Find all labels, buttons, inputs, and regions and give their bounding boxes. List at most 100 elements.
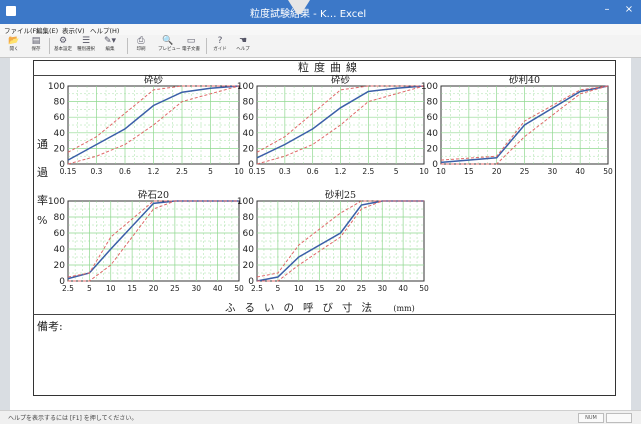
tick-label-x: 0.3: [91, 167, 103, 176]
tick-label-x: 0.15: [60, 167, 77, 176]
print-icon: ⎙: [137, 36, 145, 46]
tick-label-x: 10: [294, 284, 304, 293]
tick-label-y: 60: [54, 113, 66, 123]
menu-edit[interactable]: 編集(E): [36, 27, 59, 35]
tick-label-x: 5: [87, 284, 92, 293]
chart-panel: 0 20 40 60 80 100 0.15 0.3 0.6 1.2 2.5 5 10 砕砂: [48, 74, 244, 176]
menu-view[interactable]: 表示(V): [62, 27, 85, 35]
edit-icon: ✎▾: [103, 36, 117, 46]
tick-label-y: 80: [54, 98, 66, 108]
menu-help[interactable]: ヘルプ(H): [90, 27, 120, 35]
status-bar: ヘルプを表示するには [F1] を押してください。 NUM: [0, 410, 641, 424]
limit-line-upper: [256, 200, 424, 278]
chart-panel: 0 20 40 60 80 100 2.5 5 10 15 20 25 30 40 50 砂利25: [237, 189, 429, 293]
tick-label-y: 100: [421, 82, 438, 92]
chart-title: 砂利40: [509, 74, 540, 86]
limit-line-upper: [440, 85, 609, 161]
tick-label-x: 1.2: [148, 167, 160, 176]
toolbar-document-button[interactable]: ▭ 電子文書: [181, 36, 201, 56]
tick-label-x: 25: [170, 284, 180, 293]
toolbar-label: 電子文書: [182, 47, 200, 52]
tick-label-x: 10: [234, 167, 244, 176]
sheet-title: 粒度曲線: [298, 61, 362, 74]
toolbar-settings-button[interactable]: ⚙ 基本設定: [53, 36, 73, 56]
minimize-button[interactable]: –: [604, 4, 610, 15]
tick-label-x: 0.15: [249, 167, 266, 176]
toolbar-guide-button[interactable]: ? ガイド: [210, 36, 230, 56]
chart-panel: 0 20 40 60 80 100 10 15 20 25 30 40 50 砂利40: [421, 74, 613, 176]
close-button[interactable]: ×: [624, 4, 634, 15]
title-bar: 粒度試験結果 - K… Excel – ×: [0, 0, 641, 24]
toolbar-print-button[interactable]: ⎙ 印刷: [131, 36, 151, 56]
toolbar-open-button[interactable]: 📂 開く: [4, 36, 24, 56]
limit-line-lower: [257, 200, 424, 282]
tick-label-y: 0: [432, 160, 438, 170]
save-icon: ▤: [31, 36, 41, 46]
tick-label-x: 2.5: [362, 167, 374, 176]
tick-label-x: 25: [520, 167, 530, 176]
tick-label-x: 20: [336, 284, 346, 293]
menu-file[interactable]: ファイル(F): [4, 27, 39, 35]
toolbar-label: 編集: [105, 47, 115, 52]
tick-label-x: 15: [464, 167, 474, 176]
tick-label-x: 0.3: [279, 167, 291, 176]
help-icon: ☚: [238, 36, 248, 46]
toolbar-label: 開く: [9, 47, 19, 52]
tick-label-y: 0: [248, 160, 254, 170]
tick-label-x: 30: [548, 167, 558, 176]
guide-icon: ?: [217, 36, 223, 46]
chart-title: 砕砂: [331, 74, 351, 86]
tick-label-x: 5: [208, 167, 213, 176]
window-title: 粒度試験結果 - K… Excel: [250, 9, 367, 20]
tick-label-x: 50: [603, 167, 613, 176]
grading-curve: [440, 85, 609, 164]
open-icon: 📂: [8, 36, 20, 46]
chart-title: 砕石20: [138, 189, 169, 201]
tick-label-x: 2.5: [176, 167, 188, 176]
chart-panel: 0 20 40 60 80 100 2.5 5 10 15 20 25 30 40 50 砕石20: [48, 189, 244, 293]
grading-curve: [67, 85, 240, 161]
app-icon: [6, 6, 16, 16]
select-icon: ☰: [81, 36, 91, 46]
toolbar-label: 種別選択: [77, 47, 95, 52]
grading-curve: [256, 85, 425, 159]
toolbar-label: ヘルプ: [236, 47, 250, 52]
toolbar-help-button[interactable]: ☚ ヘルプ: [233, 36, 253, 56]
toolbar-save-button[interactable]: ▤ 保存: [26, 36, 46, 56]
title-divider: [33, 75, 616, 76]
tick-label-y: 20: [243, 144, 255, 154]
tick-label-y: 60: [54, 229, 66, 239]
tick-label-x: 10: [106, 284, 116, 293]
tick-label-x: 50: [419, 284, 429, 293]
ylabel-char: 通: [37, 138, 48, 151]
limit-line-lower: [68, 200, 239, 282]
report-sheet: 粒度曲線 通 過 率 % 0 20 40 60 80 100 0.15 0.3 0.6 1.2 2.…: [10, 58, 631, 410]
xaxis-title-text: ふるいの呼び寸法: [225, 302, 381, 314]
tick-label-x: 0.6: [307, 167, 319, 176]
tick-label-y: 20: [54, 144, 66, 154]
tick-label-y: 40: [54, 245, 66, 255]
tick-label-y: 40: [243, 129, 255, 139]
tick-label-x: 30: [191, 284, 201, 293]
tick-label-x: 15: [127, 284, 137, 293]
tick-label-x: 10: [436, 167, 446, 176]
tick-label-x: 30: [377, 284, 387, 293]
toolbar-select-button[interactable]: ☰ 種別選択: [76, 36, 96, 56]
tick-label-y: 60: [427, 113, 439, 123]
tick-label-x: 25: [357, 284, 367, 293]
tick-label-y: 100: [237, 197, 254, 207]
tick-label-x: 10: [419, 167, 429, 176]
tick-label-y: 0: [248, 277, 254, 287]
tick-label-x: 5: [394, 167, 399, 176]
workspace: 粒度曲線 通 過 率 % 0 20 40 60 80 100 0.15 0.3 0.6 1.2 2.…: [0, 58, 641, 410]
tick-label-x: 2.5: [62, 284, 74, 293]
ylabel-char: 過: [37, 166, 48, 179]
tick-label-x: 40: [575, 167, 585, 176]
toolbar-edit-button[interactable]: ✎▾ 編集: [100, 36, 120, 56]
toolbar-preview-button[interactable]: 🔍 プレビュー: [158, 36, 181, 56]
tick-label-y: 0: [59, 277, 65, 287]
tick-label-y: 80: [427, 98, 439, 108]
tick-label-x: 20: [492, 167, 502, 176]
settings-icon: ⚙: [58, 36, 68, 46]
